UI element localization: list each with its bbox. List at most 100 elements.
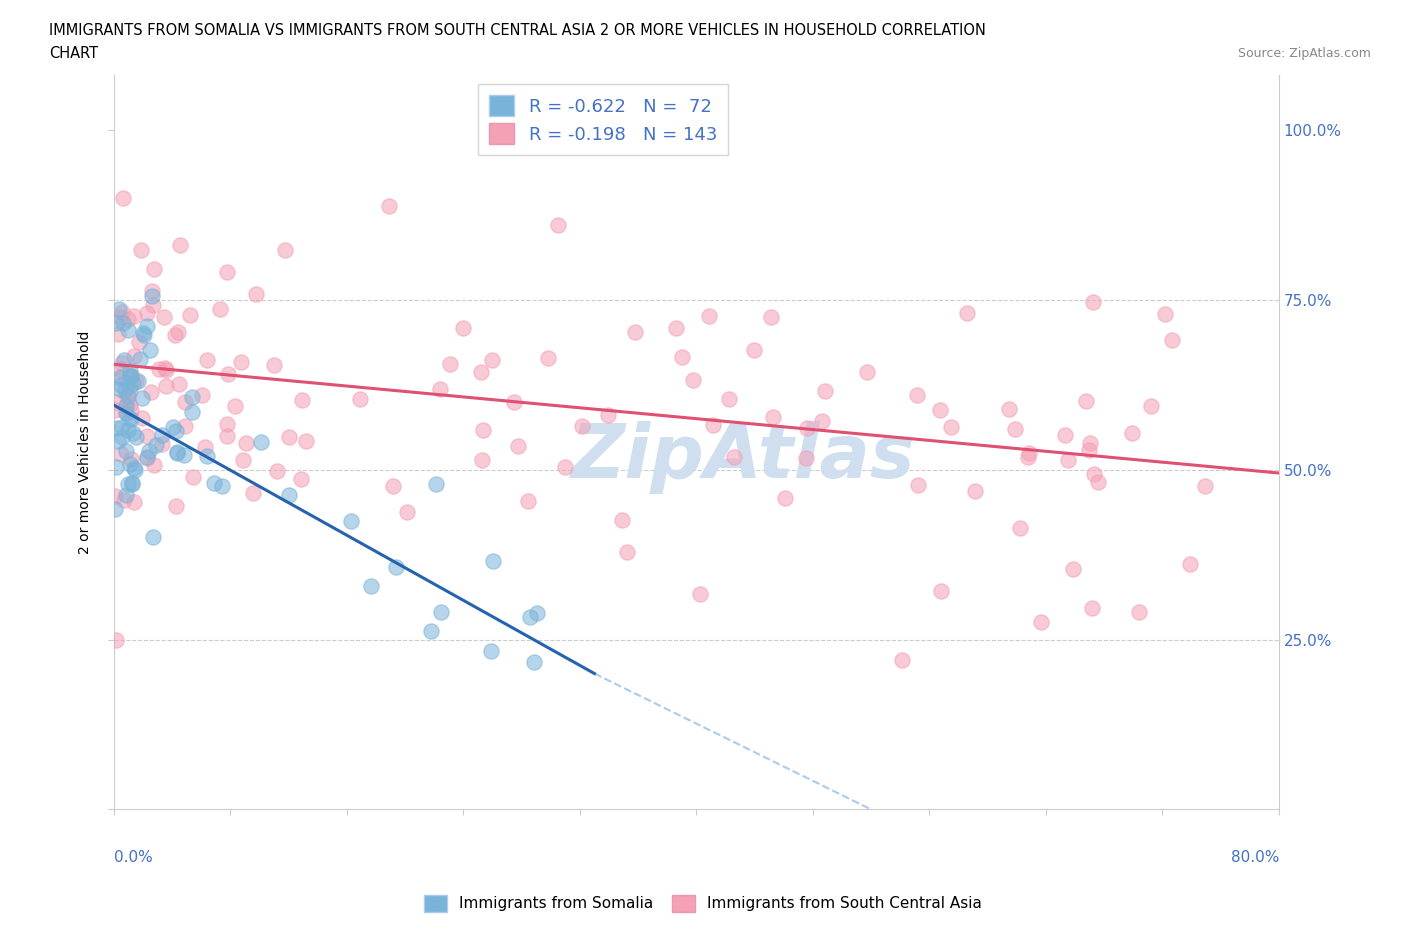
Immigrants from South Central Asia xyxy=(129,243,152,258)
Immigrants from Somalia xyxy=(104,501,127,516)
Immigrants from Somalia xyxy=(419,623,441,638)
Immigrants from South Central Asia xyxy=(616,545,638,560)
Immigrants from South Central Asia xyxy=(689,587,711,602)
Immigrants from South Central Asia xyxy=(112,492,135,507)
Immigrants from South Central Asia xyxy=(124,374,146,389)
Immigrants from South Central Asia xyxy=(537,351,560,365)
Immigrants from South Central Asia xyxy=(143,261,166,276)
Immigrants from South Central Asia xyxy=(905,388,928,403)
Immigrants from South Central Asia xyxy=(120,398,142,413)
Text: CHART: CHART xyxy=(49,46,98,61)
Immigrants from South Central Asia xyxy=(378,199,401,214)
Immigrants from Somalia xyxy=(195,448,218,463)
Immigrants from Somalia xyxy=(118,457,141,472)
Immigrants from South Central Asia xyxy=(174,395,197,410)
Immigrants from Somalia xyxy=(104,420,127,435)
Immigrants from South Central Asia xyxy=(266,464,288,479)
Immigrants from South Central Asia xyxy=(194,439,217,454)
Immigrants from South Central Asia xyxy=(104,403,127,418)
Immigrants from Somalia xyxy=(115,398,138,413)
Immigrants from South Central Asia xyxy=(295,433,318,448)
Immigrants from Somalia xyxy=(340,513,363,528)
Immigrants from South Central Asia xyxy=(1139,398,1161,413)
Immigrants from South Central Asia xyxy=(131,411,153,426)
Immigrants from Somalia xyxy=(111,316,134,331)
Immigrants from Somalia xyxy=(117,389,139,404)
Immigrants from Somalia xyxy=(107,434,129,449)
Immigrants from Somalia xyxy=(114,444,136,458)
Immigrants from South Central Asia xyxy=(1083,467,1105,482)
Immigrants from South Central Asia xyxy=(1004,422,1026,437)
Immigrants from Somalia xyxy=(429,605,451,620)
Immigrants from South Central Asia xyxy=(929,583,952,598)
Immigrants from South Central Asia xyxy=(110,304,132,319)
Immigrants from Somalia xyxy=(181,390,204,405)
Legend: R = -0.622   N =  72, R = -0.198   N = 143: R = -0.622 N = 72, R = -0.198 N = 143 xyxy=(478,85,728,155)
Immigrants from South Central Asia xyxy=(811,414,834,429)
Immigrants from South Central Asia xyxy=(114,397,136,412)
Immigrants from South Central Asia xyxy=(1062,561,1084,576)
Immigrants from South Central Asia xyxy=(108,310,131,325)
Immigrants from South Central Asia xyxy=(997,402,1019,417)
Immigrants from South Central Asia xyxy=(117,312,139,326)
Immigrants from South Central Asia xyxy=(963,484,986,498)
Immigrants from South Central Asia xyxy=(1018,445,1040,460)
Immigrants from South Central Asia xyxy=(929,403,952,418)
Immigrants from Somalia xyxy=(132,327,155,342)
Immigrants from South Central Asia xyxy=(796,420,818,435)
Immigrants from South Central Asia xyxy=(506,439,529,454)
Immigrants from South Central Asia xyxy=(112,191,135,206)
Immigrants from Somalia xyxy=(482,554,505,569)
Immigrants from Somalia xyxy=(110,378,132,392)
Immigrants from Somalia xyxy=(136,449,159,464)
Immigrants from Somalia xyxy=(132,326,155,340)
Immigrants from South Central Asia xyxy=(1153,307,1175,322)
Immigrants from South Central Asia xyxy=(759,310,782,325)
Immigrants from Somalia xyxy=(115,487,138,502)
Immigrants from South Central Asia xyxy=(547,217,569,232)
Immigrants from Somalia xyxy=(104,459,127,474)
Immigrants from South Central Asia xyxy=(671,349,693,364)
Immigrants from South Central Asia xyxy=(153,361,176,376)
Immigrants from South Central Asia xyxy=(155,363,177,378)
Legend: Immigrants from Somalia, Immigrants from South Central Asia: Immigrants from Somalia, Immigrants from… xyxy=(418,889,988,918)
Immigrants from Somalia xyxy=(125,430,148,445)
Immigrants from Somalia xyxy=(118,412,141,427)
Immigrants from South Central Asia xyxy=(274,243,297,258)
Immigrants from Somalia xyxy=(166,445,188,460)
Immigrants from South Central Asia xyxy=(1078,443,1101,458)
Immigrants from South Central Asia xyxy=(571,418,593,433)
Immigrants from Somalia xyxy=(278,488,301,503)
Immigrants from South Central Asia xyxy=(120,369,142,384)
Immigrants from South Central Asia xyxy=(723,450,745,465)
Immigrants from Somalia xyxy=(425,476,447,491)
Immigrants from South Central Asia xyxy=(107,326,129,341)
Immigrants from Somalia xyxy=(104,315,127,330)
Immigrants from South Central Asia xyxy=(148,362,170,377)
Immigrants from South Central Asia xyxy=(152,309,174,324)
Immigrants from South Central Asia xyxy=(291,392,314,407)
Immigrants from Somalia xyxy=(111,419,134,434)
Immigrants from Somalia xyxy=(120,411,142,426)
Immigrants from South Central Asia xyxy=(439,357,461,372)
Immigrants from South Central Asia xyxy=(215,417,238,432)
Immigrants from South Central Asia xyxy=(155,379,177,393)
Immigrants from South Central Asia xyxy=(814,384,837,399)
Immigrants from South Central Asia xyxy=(179,308,201,323)
Immigrants from Somalia xyxy=(523,655,546,670)
Immigrants from South Central Asia xyxy=(152,436,174,451)
Immigrants from South Central Asia xyxy=(742,342,765,357)
Immigrants from South Central Asia xyxy=(1178,556,1201,571)
Immigrants from South Central Asia xyxy=(111,355,134,370)
Immigrants from Somalia xyxy=(150,428,173,443)
Immigrants from South Central Asia xyxy=(124,495,146,510)
Immigrants from South Central Asia xyxy=(503,395,526,410)
Immigrants from South Central Asia xyxy=(470,365,492,379)
Y-axis label: 2 or more Vehicles in Household: 2 or more Vehicles in Household xyxy=(79,331,93,554)
Immigrants from South Central Asia xyxy=(217,366,239,381)
Immigrants from South Central Asia xyxy=(167,325,190,339)
Immigrants from Somalia xyxy=(165,423,187,438)
Immigrants from South Central Asia xyxy=(278,430,301,445)
Immigrants from South Central Asia xyxy=(135,429,157,444)
Immigrants from Somalia xyxy=(526,606,548,621)
